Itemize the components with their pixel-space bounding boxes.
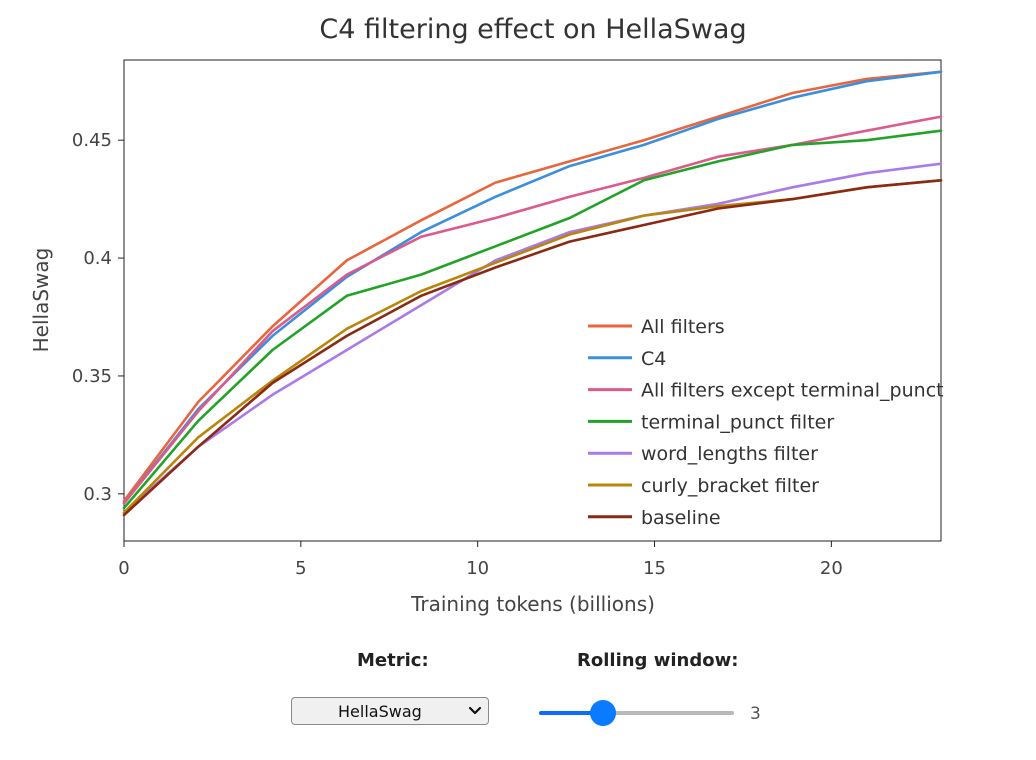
slider-fill — [539, 711, 604, 715]
plot-area — [123, 59, 942, 542]
series-line-all-filters-except-terminal-punct — [122, 115, 943, 505]
series-line-terminal-punct-filter — [122, 129, 943, 510]
legend-label: All filters — [641, 316, 725, 338]
metric-select-value: HellaSwag — [338, 702, 422, 721]
rolling-window-label: Rolling window: — [577, 650, 739, 671]
x-tick-label: 20 — [820, 558, 843, 579]
series-line-curly-bracket-filter — [122, 179, 943, 515]
x-tick-label: 5 — [295, 558, 306, 579]
legend-label: C4 — [641, 348, 666, 370]
controls-panel: Metric: Rolling window: HellaSwag 3 — [0, 640, 1036, 750]
rolling-window-slider[interactable] — [539, 698, 734, 728]
line-chart: C4 filtering effect on HellaSwag 0 5 10 15 2… — [29, 14, 944, 616]
metric-label: Metric: — [357, 650, 429, 671]
legend-label: terminal_punct filter — [641, 411, 834, 433]
legend-label: word_lengths filter — [641, 443, 818, 465]
legend: All filters C4 All filters except terminal… — [588, 316, 944, 529]
x-tick-label: 15 — [643, 558, 666, 579]
y-tick-label: 0.35 — [72, 366, 112, 387]
slider-thumb[interactable] — [590, 700, 617, 726]
series-line-word-lengths-filter — [122, 162, 943, 515]
metric-select[interactable]: HellaSwag — [291, 697, 489, 725]
x-axis-label: Training tokens (billions) — [410, 592, 655, 616]
y-tick-label: 0.4 — [83, 248, 112, 269]
legend-label: baseline — [641, 507, 721, 529]
y-axis-label: HellaSwag — [29, 248, 53, 353]
y-tick-label: 0.3 — [83, 484, 112, 505]
slider-track[interactable] — [539, 711, 734, 715]
rolling-window-value: 3 — [750, 704, 761, 724]
series-line-c4 — [122, 70, 943, 505]
legend-label: curly_bracket filter — [641, 475, 819, 497]
legend-label: All filters except terminal_punct — [641, 380, 944, 402]
y-tick-label: 0.45 — [72, 130, 112, 151]
x-tick-label: 10 — [466, 558, 489, 579]
chevron-down-icon — [468, 706, 482, 715]
series-line-all-filters — [122, 70, 943, 503]
series-line-baseline — [122, 179, 943, 517]
chart-title: C4 filtering effect on HellaSwag — [319, 14, 746, 45]
x-tick-label: 0 — [118, 558, 129, 579]
